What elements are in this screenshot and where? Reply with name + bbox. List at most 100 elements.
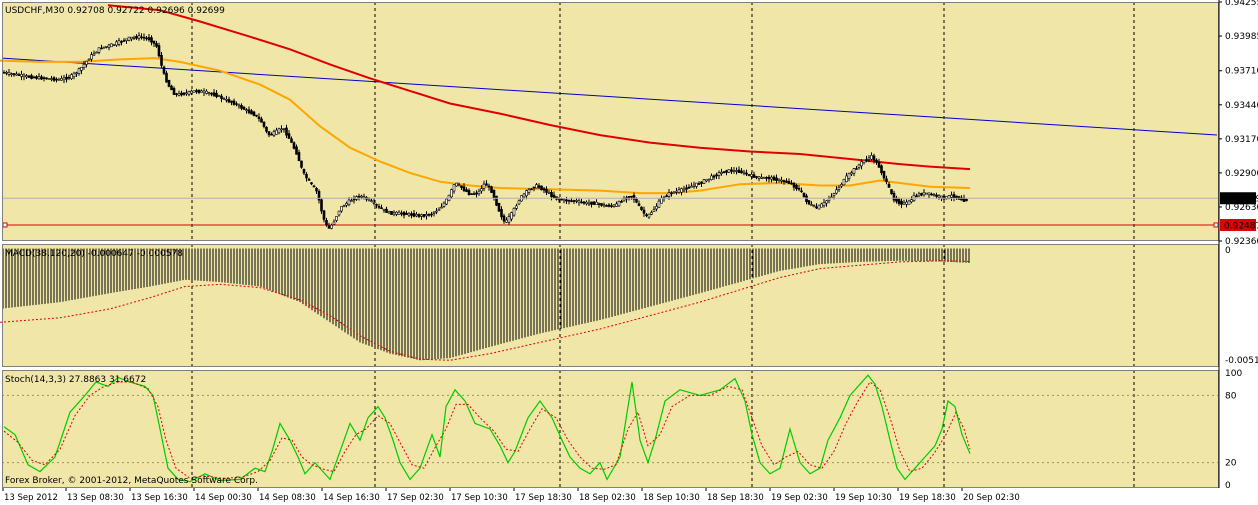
candle-body xyxy=(262,121,266,127)
candle xyxy=(645,213,648,218)
candle-body xyxy=(67,76,71,79)
candle xyxy=(450,188,453,199)
candle-body xyxy=(780,179,783,182)
candle-body xyxy=(782,180,786,183)
candle-body xyxy=(507,216,511,223)
candle-body xyxy=(182,92,186,95)
candle-body xyxy=(352,198,356,201)
candle xyxy=(332,219,336,226)
candle xyxy=(25,74,28,79)
candle-body xyxy=(122,40,126,42)
candle xyxy=(32,75,36,79)
candle-body xyxy=(240,105,243,109)
candle xyxy=(810,201,813,206)
candle xyxy=(385,206,388,213)
candle xyxy=(567,199,571,205)
candle-body xyxy=(75,72,78,75)
candle-body xyxy=(27,75,31,78)
candle-body xyxy=(450,189,453,198)
candle-body xyxy=(592,201,596,205)
candle-body xyxy=(340,206,343,212)
candle-body xyxy=(795,185,798,190)
candle-body xyxy=(600,203,603,206)
candle-body xyxy=(832,193,836,196)
candle xyxy=(902,199,906,205)
candle xyxy=(865,155,868,163)
candle-body xyxy=(205,90,208,94)
candle xyxy=(10,72,13,77)
hline-handle-left[interactable] xyxy=(2,222,8,228)
candle xyxy=(50,76,53,82)
candle xyxy=(5,70,8,76)
stoch-signal-line xyxy=(3,381,971,479)
candle-body xyxy=(682,188,686,191)
candle-body xyxy=(40,76,43,80)
candle-body xyxy=(495,195,498,206)
candle-body xyxy=(300,160,303,168)
time-tick-label: 13 Sep 16:30 xyxy=(131,493,188,503)
candle-body xyxy=(762,177,766,179)
candle-body xyxy=(197,89,201,93)
candle-body xyxy=(490,186,493,193)
current-price-tag: 0.92699 xyxy=(1220,192,1258,205)
trendline[interactable] xyxy=(1,57,1218,136)
candle-body xyxy=(427,213,431,216)
candle xyxy=(290,136,293,143)
time-tick-label: 17 Sep 02:30 xyxy=(387,493,444,503)
candle-body xyxy=(110,43,113,48)
candle xyxy=(222,97,226,100)
macd-histogram xyxy=(2,248,970,361)
candle-body xyxy=(717,172,721,176)
candle-body xyxy=(900,200,903,205)
candle xyxy=(90,51,93,62)
candle xyxy=(722,171,726,174)
candle xyxy=(917,191,921,198)
candle xyxy=(410,211,413,219)
candle xyxy=(585,200,588,206)
candle xyxy=(337,210,341,217)
candle-body xyxy=(285,127,288,136)
candle-body xyxy=(675,190,678,193)
candle xyxy=(705,179,708,183)
candle xyxy=(42,76,46,82)
candle-body xyxy=(397,211,401,215)
candle-body xyxy=(297,152,301,162)
candle-body xyxy=(370,200,373,202)
candle xyxy=(497,202,501,212)
candle xyxy=(740,168,743,174)
time-tick-label: 13 Sep 08:30 xyxy=(67,493,124,503)
candle-body xyxy=(202,90,206,94)
candle xyxy=(692,181,696,189)
candle-body xyxy=(322,210,326,220)
candle-body xyxy=(57,79,61,81)
candle-body xyxy=(572,200,576,202)
candle xyxy=(52,76,56,82)
candle-body xyxy=(72,72,76,77)
candle-body xyxy=(552,194,556,199)
candle-body xyxy=(120,41,123,43)
candle xyxy=(237,103,241,109)
candle xyxy=(707,178,711,183)
candle-body xyxy=(787,181,791,184)
candle-body xyxy=(302,169,306,174)
candle-body xyxy=(877,161,881,168)
candle xyxy=(580,198,583,204)
candle-body xyxy=(212,92,216,96)
candle xyxy=(140,33,143,40)
hline-handle-right[interactable] xyxy=(1213,222,1219,228)
candle-body xyxy=(245,109,248,111)
candle-body xyxy=(565,199,568,202)
candle xyxy=(950,191,953,201)
candle-body xyxy=(932,194,936,196)
candle-body xyxy=(317,191,321,201)
candle xyxy=(330,223,333,230)
candle-body xyxy=(305,173,308,179)
candle xyxy=(272,129,276,137)
candle xyxy=(532,186,536,192)
candle xyxy=(47,78,51,80)
candle xyxy=(672,191,676,194)
candle xyxy=(155,40,158,48)
candle-body xyxy=(617,201,621,207)
candle xyxy=(600,203,603,207)
